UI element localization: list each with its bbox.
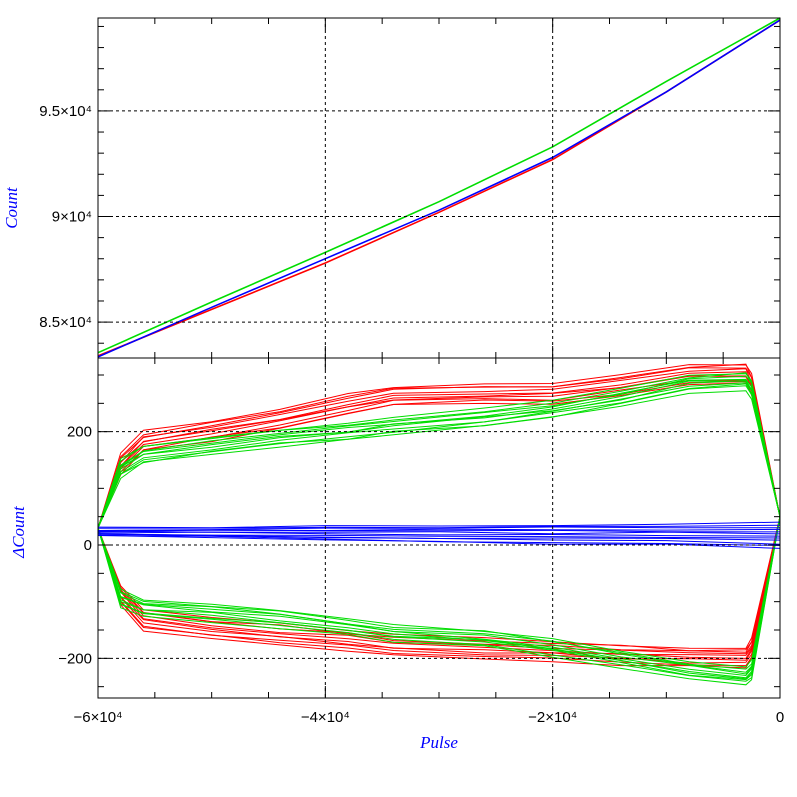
x-axis-label: Pulse — [419, 733, 458, 752]
delta-trace-lower — [97, 516, 781, 680]
delta-trace-lower — [97, 516, 781, 670]
delta-trace-baseline — [97, 533, 781, 539]
bottom-gridlines — [98, 358, 780, 698]
top-series-line — [97, 17, 781, 354]
delta-trace-upper — [97, 379, 781, 529]
top-tick-labels: 8.5×10⁴ 9×10⁴ 9.5×10⁴ — [39, 103, 92, 331]
bottom-ytick-label: −200 — [58, 650, 92, 667]
bottom-ytick-label: 200 — [67, 424, 92, 441]
delta-trace-upper — [97, 375, 781, 529]
delta-trace-lower — [97, 516, 781, 686]
delta-trace-baseline — [97, 528, 781, 532]
delta-trace-upper — [97, 382, 781, 529]
delta-trace-lower — [97, 516, 781, 673]
delta-trace-baseline — [97, 533, 781, 541]
bottom-plot-frame — [97, 357, 781, 699]
top-ytick-label: 9×10⁴ — [52, 209, 92, 226]
delta-trace-upper — [97, 380, 781, 529]
delta-trace-upper — [97, 390, 781, 529]
delta-trace-lower — [97, 516, 781, 675]
bottom-ytick-label: 0 — [84, 537, 92, 554]
delta-trace-lower — [97, 516, 781, 656]
top-panel: 8.5×10⁴ 9×10⁴ 9.5×10⁴ Count — [2, 17, 781, 359]
bottom-tick-labels: −200 0 200 −6×10⁴ −4×10⁴ −2×10⁴ 0 — [58, 424, 784, 726]
delta-trace-upper — [97, 385, 781, 529]
xtick-label: −4×10⁴ — [301, 709, 350, 726]
delta-trace-lower — [97, 516, 781, 661]
delta-trace-upper — [97, 380, 781, 529]
delta-trace-upper — [97, 372, 781, 529]
delta-trace-lower — [97, 516, 781, 669]
delta-trace-lower — [97, 516, 781, 668]
top-series-line — [97, 19, 781, 357]
bottom-series-group — [97, 363, 781, 686]
xtick-label: −6×10⁴ — [74, 709, 123, 726]
delta-trace-lower — [97, 516, 781, 664]
top-series-line — [97, 19, 781, 358]
top-ytick-label: 9.5×10⁴ — [39, 103, 92, 120]
delta-trace-upper — [97, 378, 781, 529]
top-ytick-label: 8.5×10⁴ — [39, 314, 92, 331]
delta-trace-upper — [97, 368, 781, 529]
delta-trace-baseline — [97, 521, 781, 529]
delta-trace-lower — [97, 516, 781, 652]
delta-trace-baseline — [97, 526, 780, 531]
top-gridlines — [98, 18, 780, 358]
top-series-group — [97, 17, 781, 358]
xtick-label: 0 — [776, 709, 784, 726]
delta-trace-baseline — [97, 534, 781, 546]
delta-trace-lower — [97, 516, 781, 679]
delta-trace-upper — [97, 383, 781, 529]
xtick-label: −2×10⁴ — [528, 709, 577, 726]
delta-trace-lower — [97, 516, 781, 682]
delta-trace-upper — [97, 375, 781, 529]
delta-trace-upper — [97, 375, 781, 529]
top-y-axis-label: Count — [2, 186, 21, 229]
delta-trace-lower — [97, 516, 781, 667]
delta-trace-lower — [97, 516, 781, 677]
delta-trace-lower — [97, 516, 781, 681]
bottom-panel: −200 0 200 −6×10⁴ −4×10⁴ −2×10⁴ 0 ΔCount Pulse — [9, 357, 784, 752]
bottom-y-axis-label: ΔCount — [9, 505, 28, 559]
